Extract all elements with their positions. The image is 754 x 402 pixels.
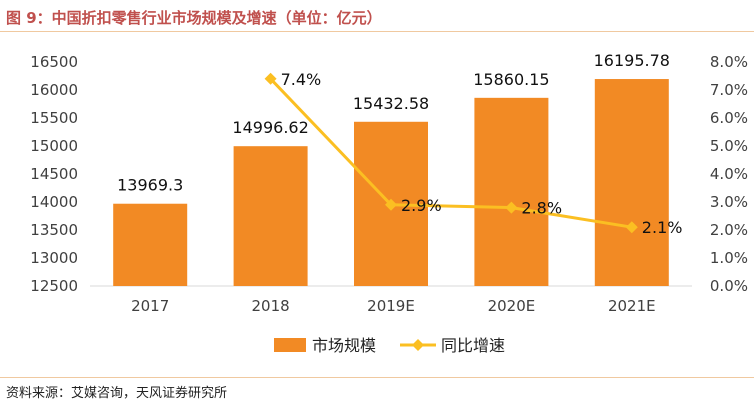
left-axis-ticks: 12500 13000 13500 14000 14500 15000 15500 16000… <box>30 53 78 295</box>
source-note: 资料来源：艾媒咨询，天风证券研究所 <box>6 386 228 401</box>
legend-line-marker <box>412 339 424 351</box>
left-tick-label: 16000 <box>30 81 78 99</box>
right-tick-label: 5.0% <box>710 137 748 155</box>
growth-value-label: 2.1% <box>642 218 683 237</box>
bar-value-label: 16195.78 <box>594 51 670 70</box>
left-tick-label: 12500 <box>30 277 78 295</box>
bar-value-label: 15860.15 <box>473 70 549 89</box>
growth-value-label: 7.4% <box>281 70 322 89</box>
legend-line-label: 同比增速 <box>441 336 505 355</box>
growth-marker <box>385 198 397 211</box>
x-tick-label: 2021E <box>608 297 656 315</box>
right-tick-label: 3.0% <box>710 193 748 211</box>
chart: 12500 13000 13500 14000 14500 15000 15500 16000… <box>30 51 748 355</box>
bar <box>474 97 549 286</box>
right-tick-label: 7.0% <box>710 81 748 99</box>
left-tick-label: 16500 <box>30 53 78 71</box>
left-tick-label: 14000 <box>30 193 78 211</box>
left-tick-label: 13500 <box>30 221 78 239</box>
bar-value-label: 14996.62 <box>232 118 308 137</box>
right-tick-label: 8.0% <box>710 53 748 71</box>
bar <box>594 79 669 287</box>
left-tick-label: 15500 <box>30 109 78 127</box>
left-tick-label: 14500 <box>30 165 78 183</box>
right-tick-label: 1.0% <box>710 249 748 267</box>
x-tick-label: 2018 <box>252 297 290 315</box>
footer-divider <box>0 377 754 378</box>
growth-data-labels: 7.4% 2.9% 2.8% 2.1% <box>281 70 683 237</box>
title-divider <box>0 31 754 32</box>
growth-value-label: 2.9% <box>401 196 442 215</box>
legend: 市场规模 同比增速 <box>274 336 505 355</box>
growth-line-series <box>264 72 638 234</box>
right-tick-label: 0.0% <box>710 277 748 295</box>
growth-marker <box>505 201 518 214</box>
growth-line <box>269 77 633 229</box>
left-tick-label: 13000 <box>30 249 78 267</box>
bar-value-label: 15432.58 <box>353 94 429 113</box>
bar-value-label: 13969.3 <box>117 176 183 195</box>
legend-bar-label: 市场规模 <box>312 336 376 355</box>
left-tick-label: 15000 <box>30 137 78 155</box>
x-tick-label: 2020E <box>488 297 536 315</box>
x-tick-label: 2019E <box>367 297 415 315</box>
growth-marker <box>625 221 638 234</box>
growth-marker <box>264 72 277 85</box>
bar <box>233 146 308 286</box>
right-tick-label: 2.0% <box>710 221 748 239</box>
growth-value-label: 2.8% <box>521 199 562 218</box>
chart-title: 图 9：中国折扣零售行业市场规模及增速（单位：亿元） <box>6 9 382 27</box>
right-tick-label: 4.0% <box>710 165 748 183</box>
right-tick-label: 6.0% <box>710 109 748 127</box>
x-tick-label: 2017 <box>131 297 169 315</box>
x-axis-ticks: 2017 2018 2019E 2020E 2021E <box>131 297 656 315</box>
right-axis-ticks: 0.0% 1.0% 2.0% 3.0% 4.0% 5.0% 6.0% 7.0% 8.0% <box>710 53 748 295</box>
bar-data-labels: 13969.3 14996.62 15432.58 15860.15 16195.78 <box>117 51 670 195</box>
legend-bar-swatch <box>274 338 306 352</box>
bars <box>113 79 669 287</box>
title-row: 图 9：中国折扣零售行业市场规模及增速（单位：亿元） <box>6 5 748 29</box>
bar <box>113 203 188 286</box>
